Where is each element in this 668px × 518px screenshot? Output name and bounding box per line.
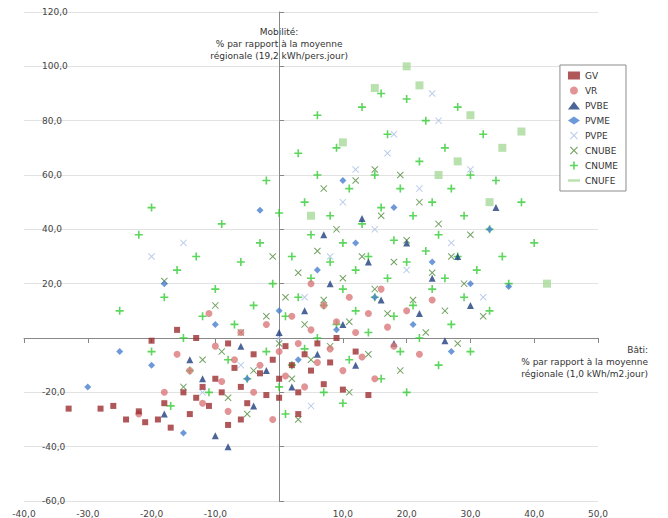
svg-text:-10,0: -10,0 (204, 509, 228, 518)
svg-text:10,0: 10,0 (333, 509, 353, 518)
svg-text:CNUME: CNUME (585, 161, 618, 171)
svg-text:PVPE: PVPE (585, 131, 608, 141)
svg-text:-20,0: -20,0 (140, 509, 164, 518)
svg-text:GV: GV (585, 71, 599, 81)
svg-text:120,0: 120,0 (42, 7, 68, 17)
svg-text:40,0: 40,0 (42, 224, 62, 234)
svg-text:-30,0: -30,0 (76, 509, 100, 518)
svg-text:-40,0: -40,0 (42, 442, 66, 452)
svg-text:-60,0: -60,0 (42, 496, 66, 506)
svg-text:-20,0: -20,0 (42, 387, 66, 397)
svg-text:% par rapport à la moyenne: % par rapport à la moyenne (215, 39, 343, 49)
svg-text:50,0: 50,0 (588, 509, 608, 518)
svg-text:30,0: 30,0 (460, 509, 480, 518)
svg-text:-40,0: -40,0 (12, 509, 36, 518)
svg-text:PVME: PVME (585, 116, 610, 126)
svg-text:VR: VR (585, 86, 597, 96)
svg-text:20,0: 20,0 (42, 279, 62, 289)
svg-text:régionale (19,2 kWh/pers.jour): régionale (19,2 kWh/pers.jour) (210, 51, 348, 61)
svg-text:80,0: 80,0 (42, 116, 62, 126)
svg-text:Mobilité:: Mobilité: (259, 27, 299, 37)
svg-text:20,0: 20,0 (397, 509, 417, 518)
svg-text:CNUFE: CNUFE (585, 176, 616, 186)
svg-text:Bâti:: Bâti: (627, 345, 648, 355)
svg-text:PVBE: PVBE (585, 101, 609, 111)
svg-text:% par rapport à la moyenne: % par rapport à la moyenne (521, 357, 648, 367)
svg-text:CNUBE: CNUBE (585, 146, 617, 156)
svg-text:100,0: 100,0 (42, 61, 68, 71)
svg-text:60,0: 60,0 (42, 170, 62, 180)
svg-text:40,0: 40,0 (524, 509, 544, 518)
svg-text:régionale (1,0 kWh/m2.jour): régionale (1,0 kWh/m2.jour) (521, 369, 648, 379)
